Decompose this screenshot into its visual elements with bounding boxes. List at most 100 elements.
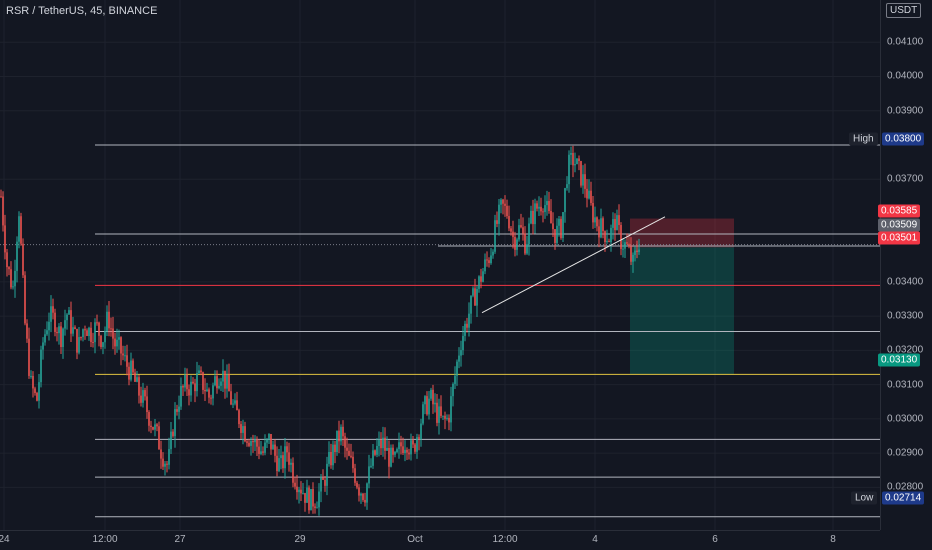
candle-body	[428, 398, 430, 415]
candle-body	[4, 225, 6, 253]
time-axis[interactable]: 24 12:00 27 29 Oct 12:00 4 6 8	[0, 530, 880, 550]
candle-body	[86, 330, 88, 337]
candle-body	[48, 321, 50, 331]
candle-body	[394, 451, 396, 455]
candle-body	[118, 337, 120, 340]
price-tick: 0.03100	[887, 379, 924, 391]
candle-body	[248, 442, 250, 446]
candle-body	[594, 217, 596, 223]
candle-body	[330, 451, 332, 466]
candle-body	[338, 430, 340, 442]
candle-body	[478, 276, 480, 289]
price-tick: 0.02900	[887, 447, 924, 459]
candle-body	[220, 381, 222, 386]
candle-body	[10, 269, 12, 288]
time-tick: 12:00	[92, 534, 118, 545]
candle-body	[246, 441, 248, 443]
candle-body	[500, 199, 502, 205]
candle-body	[108, 311, 110, 329]
price-tick: 0.04000	[887, 70, 924, 82]
candle-body	[74, 327, 76, 329]
candle-body	[608, 241, 610, 243]
candle-body	[262, 451, 264, 453]
candle-body	[424, 396, 426, 405]
candle-body	[226, 374, 228, 389]
candle-body	[556, 225, 558, 243]
entry-price-tag: 0.03501	[878, 231, 921, 245]
candle-body	[184, 375, 186, 388]
candle-body	[340, 426, 342, 442]
candles	[0, 145, 640, 516]
candle-body	[548, 201, 550, 211]
candle-body	[632, 254, 634, 262]
candle-body	[272, 444, 274, 450]
price-axis[interactable]: 0.04100 0.04000 0.03900 0.03700 0.03400 0.033…	[880, 0, 932, 530]
candle-body	[290, 462, 292, 465]
candle-body	[402, 446, 404, 454]
candle-body	[124, 355, 126, 357]
candle-body	[96, 322, 98, 324]
candle-body	[440, 406, 442, 416]
candle-body	[346, 447, 348, 451]
take-profit-zone	[630, 247, 734, 375]
candle-body	[496, 220, 498, 224]
candle-body	[228, 374, 230, 392]
candle-body	[574, 164, 576, 166]
candle-body	[14, 270, 16, 287]
price-chart[interactable]	[0, 0, 880, 530]
candle-body	[368, 466, 370, 484]
price-tick: 0.03400	[887, 276, 924, 288]
trend-line	[481, 216, 666, 314]
candle-body	[54, 312, 56, 332]
candle-body	[638, 249, 640, 253]
candle-body	[206, 389, 208, 392]
candle-body	[352, 456, 354, 469]
low-label: Low	[851, 491, 878, 505]
candle-body	[28, 338, 30, 376]
candle-body	[328, 451, 330, 464]
candle-body	[174, 409, 176, 437]
candle-body	[324, 479, 326, 486]
candle-body	[492, 251, 494, 256]
candle-body	[506, 205, 508, 217]
candle-body	[142, 390, 144, 403]
candle-body	[270, 433, 272, 450]
candle-body	[486, 259, 488, 261]
candle-body	[230, 391, 232, 405]
candle-body	[426, 396, 428, 415]
candle-body	[546, 201, 548, 206]
candle-body	[114, 338, 116, 347]
candle-body	[8, 267, 10, 270]
candle-body	[470, 295, 472, 314]
candle-body	[102, 342, 104, 347]
candle-body	[0, 196, 2, 198]
candle-body	[314, 506, 316, 508]
candle-body	[264, 442, 266, 453]
candle-body	[372, 450, 374, 466]
candle-body	[434, 402, 436, 405]
candle-body	[318, 491, 320, 508]
candle-body	[578, 158, 580, 162]
candle-body	[138, 377, 140, 396]
candle-body	[190, 381, 192, 396]
candle-body	[56, 331, 58, 334]
candle-body	[134, 372, 136, 382]
candle-body	[240, 424, 242, 433]
candle-body	[580, 161, 582, 186]
price-tick: 0.03700	[887, 173, 924, 185]
candle-body	[212, 385, 214, 399]
candle-body	[412, 440, 414, 445]
candle-body	[126, 355, 128, 367]
candle-body	[292, 462, 294, 483]
candle-body	[490, 255, 492, 264]
candle-body	[348, 450, 350, 456]
candle-body	[30, 375, 32, 377]
candle-body	[622, 248, 624, 250]
candle-body	[636, 250, 638, 253]
symbol-title[interactable]: RSR / TetherUS, 45, BINANCE	[6, 5, 158, 17]
currency-badge[interactable]: USDT	[886, 3, 922, 18]
candle-body	[150, 425, 152, 427]
candle-body	[176, 409, 178, 412]
candle-body	[488, 260, 490, 264]
candle-body	[442, 415, 444, 417]
